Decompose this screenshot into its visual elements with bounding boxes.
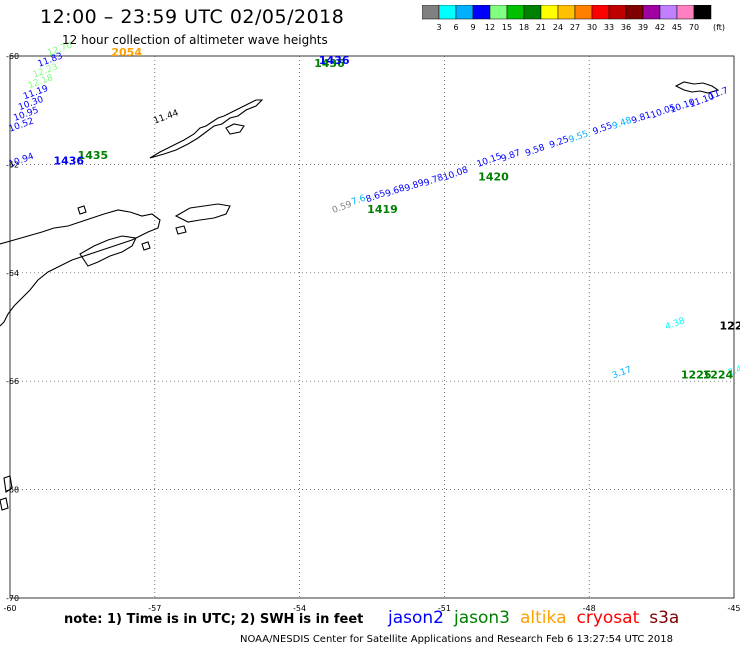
islet-1 (77, 205, 87, 215)
time-label: 1225 (681, 368, 712, 381)
lon-tick-label: -54 (293, 604, 306, 613)
island-east (225, 123, 245, 135)
time-label: 2054 (111, 46, 142, 59)
colorbar-tick-label: 3 (436, 23, 441, 32)
wave-height-label: 9.87 (500, 148, 522, 164)
south-shetland-islands (149, 99, 264, 159)
colorbar-tick-label: 18 (519, 23, 529, 32)
time-label: 1435 (78, 149, 109, 162)
colorbar-swatch (676, 5, 695, 20)
colorbar-tick-label: 36 (621, 23, 631, 32)
islet-4 (3, 475, 13, 493)
map-title: 12:00 – 23:59 UTC 02/05/2018 (40, 6, 345, 28)
wave-height-label: 10.52 (8, 116, 36, 134)
map-subtitle: 12 hour collection of altimeter wave hei… (62, 33, 328, 47)
credit-line: NOAA/NESDIS Center for Satellite Applica… (240, 634, 673, 645)
colorbar-tick-label: 39 (638, 23, 648, 32)
time-label: 1420 (478, 171, 509, 184)
colorbar-swatch (472, 5, 491, 20)
wave-height-label: 10.08 (442, 165, 470, 183)
joinville-island (174, 203, 231, 223)
wave-height-label: 3.17 (611, 365, 633, 381)
lat-tick-label: -64 (6, 269, 19, 278)
colorbar-swatch (523, 5, 542, 20)
colorbar-tick-label: 70 (689, 23, 699, 32)
coastline (0, 81, 720, 511)
colorbar-swatch (659, 5, 678, 20)
islet-5 (0, 497, 9, 511)
colorbar-swatch (438, 5, 457, 20)
colorbar-tick-label: 12 (485, 23, 495, 32)
colorbar-tick-label: 27 (570, 23, 580, 32)
colorbar-swatch (625, 5, 644, 20)
lon-tick-label: -48 (583, 604, 596, 613)
colorbar-swatch (506, 5, 525, 20)
colorbar-swatch (540, 5, 559, 20)
time-label: 1419 (367, 203, 398, 216)
colorbar-swatch (574, 5, 593, 20)
time-label: 1224 (720, 320, 740, 333)
legend-item-cryosat: cryosat (576, 608, 640, 628)
altimeter-tracks: 12.7011.8312.2312.1811.1910.3010.9510.52… (8, 41, 740, 382)
lat-tick-label: -60 (6, 52, 19, 61)
colorbar-tick-label: 24 (553, 23, 563, 32)
islet-3 (175, 225, 187, 235)
islet-2 (141, 241, 151, 251)
colorbar-tick-label: 9 (470, 23, 475, 32)
colorbar-tick-label: 15 (502, 23, 512, 32)
track-east-cluster: 4.383.172.4122412251224 (611, 316, 740, 381)
legend-item-altika: altika (520, 608, 567, 628)
colorbar-tick-label: 45 (672, 23, 682, 32)
legend-item-s3a: s3a (649, 608, 680, 628)
colorbar-swatch (557, 5, 576, 20)
colorbar-swatch (455, 5, 474, 20)
wave-height-label: 11.44 (152, 108, 180, 126)
wave-height-label: 11.7 (707, 86, 729, 102)
lon-tick-label: -60 (3, 604, 16, 613)
legend-item-jason2: jason2 (388, 608, 444, 628)
lon-tick-label: -45 (727, 604, 740, 613)
time-label: 1436 (319, 54, 350, 67)
satellite-legend: jason2 jason3 altika cryosat s3a (388, 608, 689, 628)
lat-tick-label: -66 (6, 377, 19, 386)
colorbar-swatch (489, 5, 508, 20)
lon-tick-label: -51 (438, 604, 451, 613)
lat-tick-label: -68 (6, 486, 19, 495)
time-label: 1436 (53, 154, 84, 167)
axis-labels: -60-62-64-66-68-70-60 -57 -54 -51 -48 -45 (3, 52, 740, 613)
time-label: 1436 (314, 57, 345, 70)
colorbar-tick-label: 33 (604, 23, 614, 32)
lat-tick-label: -70 (6, 594, 19, 603)
colorbar-swatch (591, 5, 610, 20)
colorbar-swatch (642, 5, 661, 20)
wave-height-label: 9.55 (567, 129, 589, 145)
time-label: 1224 (703, 368, 734, 381)
wave-height-colorbar: 3 6 9 12 15 18 21 24 27 30 33 36 39 42 45 70 (ft) (422, 5, 725, 32)
colorbar-tick-label: 6 (453, 23, 458, 32)
colorbar-swatch (422, 5, 440, 20)
lat-tick-label: -62 (6, 160, 19, 169)
lon-tick-label: -57 (148, 604, 161, 613)
graticule (9, 55, 735, 599)
south-orkney-islands (674, 81, 720, 94)
colorbar-swatch (608, 5, 627, 20)
wave-height-label: 0.59 (331, 200, 354, 216)
colorbar-tick-label: 30 (587, 23, 597, 32)
track-altika: 2054 (111, 46, 142, 59)
wave-height-label: 2.4 (727, 364, 740, 378)
colorbar-unit: (ft) (713, 23, 725, 32)
wave-height-label: 4.38 (664, 316, 687, 332)
antarctic-peninsula (0, 209, 161, 327)
colorbar-tick-label: 21 (536, 23, 546, 32)
map-frame (9, 55, 735, 599)
wave-height-label: 9.58 (524, 143, 547, 159)
legend-item-jason3: jason3 (454, 608, 510, 628)
colorbar-swatch (693, 5, 712, 20)
footnote: note: 1) Time is in UTC; 2) SWH is in fe… (64, 612, 364, 627)
colorbar-tick-label: 42 (655, 23, 665, 32)
wave-height-label: 7.6 (350, 193, 367, 207)
james-ross-island (79, 235, 137, 267)
